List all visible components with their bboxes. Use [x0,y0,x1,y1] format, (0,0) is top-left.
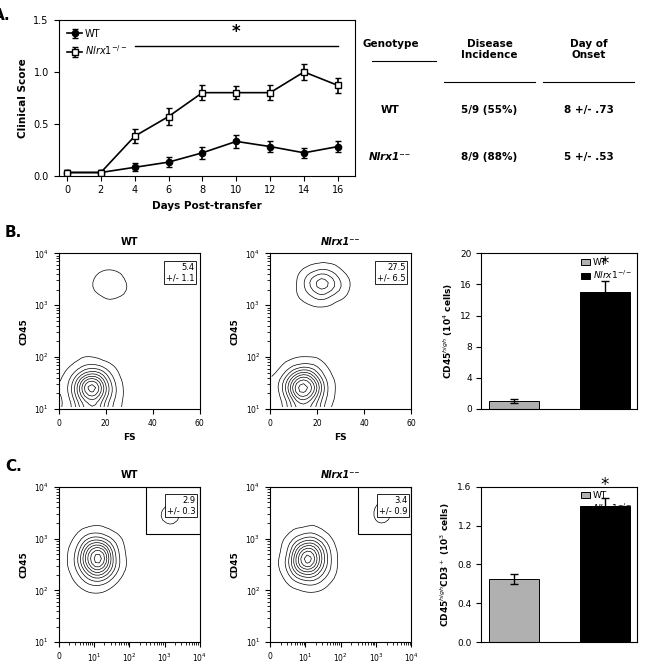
Text: Genotype: Genotype [362,39,419,49]
Bar [489,579,539,642]
Text: Nlrx1⁻⁻: Nlrx1⁻⁻ [369,152,411,162]
Title: Nlrx1⁻⁻: Nlrx1⁻⁻ [321,237,361,247]
Y-axis label: CD45: CD45 [20,551,29,578]
Text: A.: A. [0,7,11,23]
Legend: WT, $Nlrx1^{-/-}$: WT, $Nlrx1^{-/-}$ [581,258,632,281]
Title: Nlrx1⁻⁻: Nlrx1⁻⁻ [321,470,361,480]
X-axis label: FS: FS [334,434,347,442]
Text: C.: C. [5,459,21,474]
Y-axis label: CD45$^{high}$CD3$^+$ (10$^3$ cells): CD45$^{high}$CD3$^+$ (10$^3$ cells) [439,502,452,627]
Text: 5 +/- .53: 5 +/- .53 [564,152,614,162]
Text: B.: B. [5,225,22,240]
Bar [489,401,539,409]
Bar [358,487,411,535]
Text: 5/9 (55%): 5/9 (55%) [462,105,517,115]
Y-axis label: Clinical Score: Clinical Score [18,58,28,138]
Text: Disease
Incidence: Disease Incidence [462,39,518,60]
Text: WT: WT [381,105,400,115]
Text: *: * [601,476,609,494]
Bar [580,292,630,409]
Text: 8/9 (88%): 8/9 (88%) [462,152,517,162]
Bar [580,506,630,642]
Text: 5.4
+/- 1.1: 5.4 +/- 1.1 [166,263,194,282]
Y-axis label: CD45$^{high}$ (10$^4$ cells): CD45$^{high}$ (10$^4$ cells) [441,283,455,379]
Title: WT: WT [120,237,138,247]
Text: *: * [232,23,240,41]
Legend: WT, $Nlrx1^{-/-}$: WT, $Nlrx1^{-/-}$ [63,25,131,62]
Text: Day of
Onset: Day of Onset [570,39,608,60]
Title: WT: WT [120,470,138,480]
Text: *: * [601,255,609,273]
Text: 27.5
+/- 6.5: 27.5 +/- 6.5 [377,263,406,282]
Text: 2.9
+/- 0.3: 2.9 +/- 0.3 [167,496,196,515]
Bar [146,487,200,535]
Y-axis label: CD45: CD45 [20,318,29,345]
Text: 3.4
+/- 0.9: 3.4 +/- 0.9 [379,496,407,515]
X-axis label: Days Post-transfer: Days Post-transfer [152,201,261,211]
X-axis label: FS: FS [123,434,135,442]
Y-axis label: CD45: CD45 [231,551,240,578]
Text: 8 +/- .73: 8 +/- .73 [564,105,614,115]
Legend: WT, $Nlrx1^{-/-}$: WT, $Nlrx1^{-/-}$ [581,491,632,514]
Y-axis label: CD45: CD45 [231,318,240,345]
